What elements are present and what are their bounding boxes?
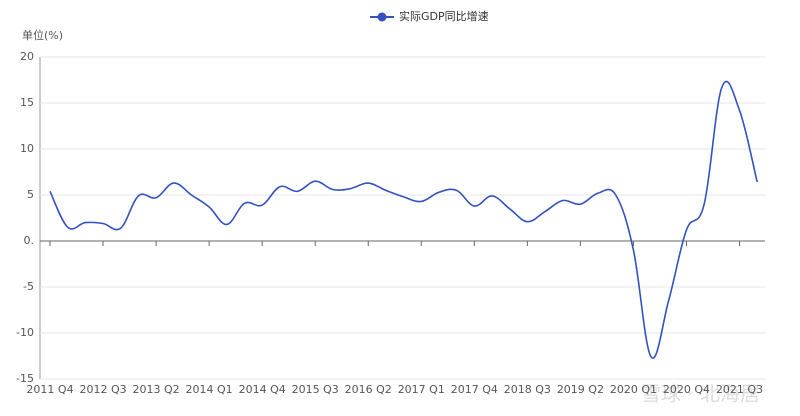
- x-tick-label: 2011 Q4: [26, 383, 73, 396]
- x-tick-label: 2021 Q3: [716, 383, 763, 396]
- legend-label: 实际GDP同比增速: [399, 9, 489, 23]
- y-tick-label: -5: [23, 280, 34, 293]
- y-tick-label: -10: [16, 326, 34, 339]
- y-tick-label: 15: [20, 96, 34, 109]
- x-tick-label: 2014 Q4: [239, 383, 286, 396]
- y-tick-label: -15: [16, 372, 34, 385]
- y-axis-label: 单位(%): [22, 28, 63, 42]
- x-tick-label: 2016 Q2: [345, 383, 392, 396]
- x-tick-label: 2020 Q1: [610, 383, 657, 396]
- x-tick-label: 2013 Q2: [133, 383, 180, 396]
- y-tick-label: 5: [27, 188, 34, 201]
- x-tick-label: 2017 Q4: [451, 383, 498, 396]
- x-tick-label: 2020 Q4: [663, 383, 710, 396]
- watermark: 雪球 · 北海居: [641, 382, 760, 406]
- legend-marker: [377, 12, 387, 22]
- y-tick-label: 0.: [24, 234, 35, 247]
- y-tick-label: 10: [20, 142, 34, 155]
- data-line: [49, 80, 758, 359]
- x-tick-label: 2019 Q2: [557, 383, 604, 396]
- x-tick-label: 2017 Q1: [398, 383, 445, 396]
- x-tick-label: 2014 Q1: [186, 383, 233, 396]
- x-tick-label: 2018 Q3: [504, 383, 551, 396]
- y-tick-label: 20: [20, 50, 34, 63]
- x-tick-label: 2012 Q3: [79, 383, 126, 396]
- x-tick-label: 2015 Q3: [292, 383, 339, 396]
